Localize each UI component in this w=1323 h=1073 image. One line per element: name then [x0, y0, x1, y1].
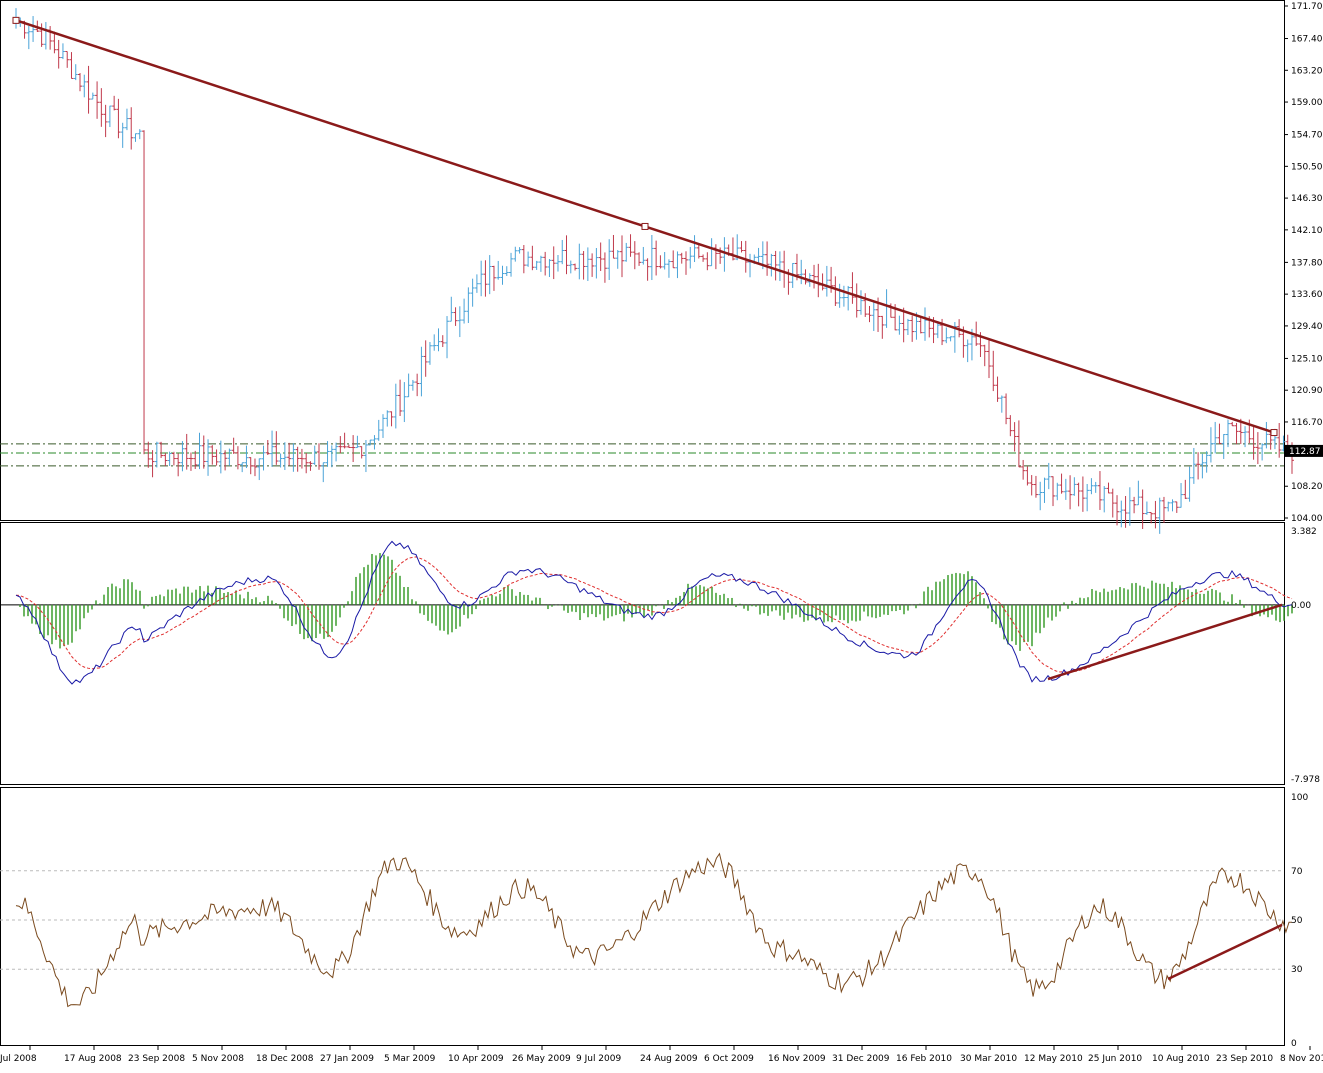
date-tick-label: 10 Aug 2010	[1152, 1054, 1210, 1064]
panel-frames	[0, 0, 1285, 1046]
date-tick-label: 24 Aug 2009	[640, 1054, 698, 1064]
price-tick-label: 167.40	[1291, 35, 1323, 45]
price-tick-label: 137.80	[1291, 258, 1323, 268]
date-tick-label: 23 Sep 2008	[128, 1054, 185, 1064]
grid-lines	[0, 443, 1284, 467]
price-tick-label: 108.20	[1291, 482, 1323, 492]
price-tick-label: 104.00	[1291, 514, 1323, 524]
date-tick-label: 6 Oct 2009	[704, 1054, 754, 1064]
price-tick-label: 171.70	[1291, 2, 1323, 12]
date-tick-label: 25 Jun 2010	[1088, 1054, 1142, 1064]
date-tick-label: 17 Aug 2008	[64, 1054, 122, 1064]
macd-tick-label: -7.978	[1291, 775, 1320, 785]
date-tick-label: 5 Nov 2008	[192, 1054, 244, 1064]
date-tick-label: 26 May 2009	[512, 1054, 571, 1064]
rsi-tick-label: 0	[1291, 1039, 1297, 1049]
date-tick-label: 18 Dec 2008	[256, 1054, 314, 1064]
rsi-panel-frame	[0, 787, 1285, 1046]
macd-line	[15, 540, 1293, 685]
trendline-anchor	[1270, 429, 1278, 437]
macd-panel-frame	[0, 522, 1285, 785]
price-tick-label: 129.40	[1291, 322, 1323, 332]
trendline-anchor	[12, 16, 20, 24]
price-tick-label: 116.70	[1291, 418, 1323, 428]
macd-layer	[0, 540, 1293, 685]
date-tick-label: 16 Feb 2010	[896, 1054, 952, 1064]
price-tick-label: 125.10	[1291, 354, 1323, 364]
date-tick-label: 27 Jan 2009	[320, 1054, 374, 1064]
price-panel-frame	[0, 0, 1285, 521]
date-tick-label: 10 Apr 2009	[448, 1054, 504, 1064]
trendline-anchor	[641, 222, 649, 230]
current-price-box	[1285, 444, 1323, 457]
price-tick-label: 120.90	[1291, 386, 1323, 396]
rsi-tick-label: 30	[1291, 965, 1303, 975]
macd-support-trendline	[1047, 603, 1283, 681]
price-tick-label: 133.60	[1291, 290, 1323, 300]
rsi-support-trendline	[1167, 923, 1283, 981]
rsi-tick-label: 100	[1291, 793, 1308, 803]
date-tick-label: 5 Mar 2009	[384, 1054, 436, 1064]
date-tick-label: 12 May 2010	[1024, 1054, 1083, 1064]
price-tick-label: 142.10	[1291, 226, 1323, 236]
trendlines	[12, 16, 1283, 981]
date-tick-label: 8 Nov 2010	[1280, 1054, 1323, 1064]
date-tick-label: 16 Nov 2009	[768, 1054, 826, 1064]
date-tick-label: 30 Mar 2010	[960, 1054, 1017, 1064]
rsi-tick-label: 50	[1291, 916, 1303, 926]
price-tick-label: 154.70	[1291, 131, 1323, 141]
macd-tick-label: 3.382	[1291, 527, 1317, 537]
price-tick-label: 159.00	[1291, 98, 1323, 108]
price-bars	[14, 8, 1294, 534]
date-tick-label: 9 Jul 2009	[576, 1054, 621, 1064]
macd-signal-line	[15, 556, 1293, 673]
price-tick-label: 146.30	[1291, 194, 1323, 204]
price-tick-label: 163.20	[1291, 66, 1323, 76]
date-tick-label: 31 Dec 2009	[832, 1054, 890, 1064]
price-tick-label: 150.50	[1291, 162, 1323, 172]
rsi-tick-label: 70	[1291, 867, 1303, 877]
rsi-layer	[0, 852, 1293, 1008]
date-tick-label: 23 Sep 2010	[1216, 1054, 1273, 1064]
current-price-label: 112.87	[1289, 447, 1321, 457]
macd-tick-label: 0.00	[1291, 601, 1311, 611]
date-tick-label: Jul 2008	[0, 1054, 37, 1064]
rsi-line	[15, 852, 1293, 1008]
